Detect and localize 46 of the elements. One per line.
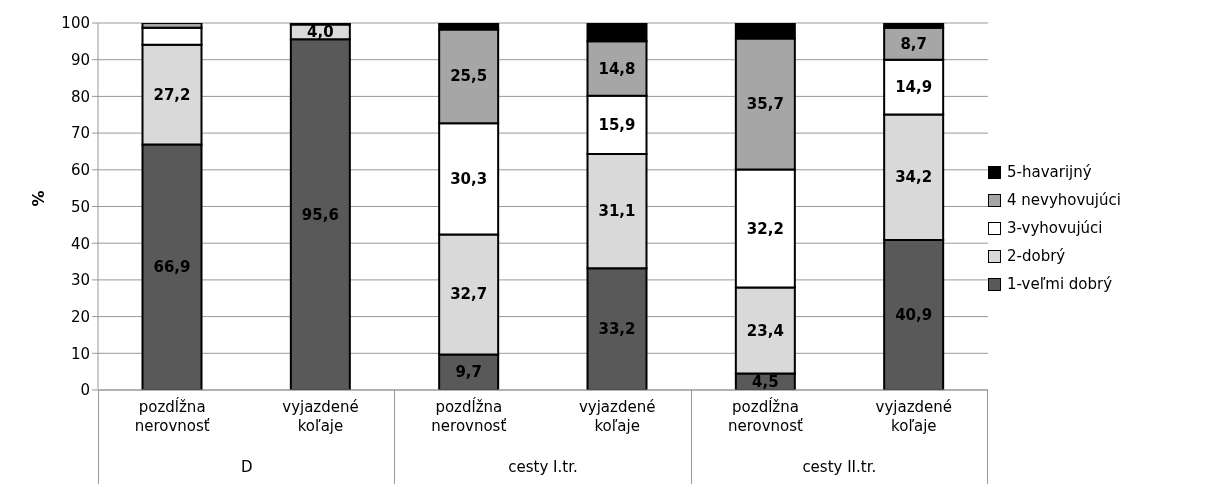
data-label: 32,2 <box>746 219 784 238</box>
y-axis-title: % <box>28 190 48 207</box>
y-tick-label: 40 <box>70 234 90 253</box>
data-label: 31,1 <box>598 202 636 221</box>
data-label: 30,3 <box>450 169 488 188</box>
data-label: 4,0 <box>307 22 334 41</box>
legend-label: 5-havarijný <box>1007 163 1092 181</box>
data-label: 8,7 <box>900 34 927 53</box>
y-tick-label: 100 <box>61 14 90 33</box>
y-tick-label: 0 <box>80 381 90 400</box>
text: cesty I.tr. <box>508 458 578 476</box>
x-tick-label: pozdĺžna nerovnosť <box>431 397 507 435</box>
x-tick-label: vyjazdené koľaje <box>282 398 359 435</box>
x-tick-label: vyjazdené koľaje <box>578 398 656 435</box>
y-tick-label: 60 <box>70 161 90 180</box>
data-label: 14,9 <box>895 78 933 97</box>
x-tick-label: vyjazdené koľaje <box>875 398 953 435</box>
y-tick-label: 50 <box>70 197 90 216</box>
y-tick-label: 20 <box>70 307 90 326</box>
data-label: 32,7 <box>450 285 488 304</box>
data-label: 23,4 <box>746 321 784 340</box>
y-tick-label: 10 <box>70 344 90 363</box>
data-label: 33,2 <box>598 320 636 339</box>
legend-label: 1-veľmi dobrý <box>1007 275 1113 293</box>
data-label: 9,7 <box>455 363 482 382</box>
data-label: 34,2 <box>895 168 933 187</box>
data-label: 15,9 <box>598 115 636 134</box>
data-label: 4,5 <box>752 372 779 391</box>
legend-label: 2-dobrý <box>1007 247 1066 265</box>
x-tick-label: pozdĺžna nerovnosť <box>727 397 804 435</box>
data-label: 95,6 <box>301 205 339 224</box>
text: D <box>240 458 253 476</box>
y-tick-label: 70 <box>70 124 90 143</box>
data-label: 14,8 <box>598 59 636 78</box>
y-tick-label: 80 <box>70 87 90 106</box>
y-tick-label: 90 <box>70 51 90 70</box>
data-label: 66,9 <box>153 258 191 277</box>
text: cesty II.tr. <box>802 458 877 476</box>
legend-label: 4 nevyhovujúci <box>1007 191 1121 209</box>
legend-label: 3-vyhovujúci <box>1007 219 1103 237</box>
data-label: 40,9 <box>895 305 933 324</box>
data-label: 27,2 <box>153 85 191 104</box>
data-label: 35,7 <box>746 94 784 113</box>
x-tick-label: pozdĺžna nerovnosť <box>134 397 210 435</box>
y-tick-label: 30 <box>70 271 90 290</box>
data-label: 25,5 <box>450 67 488 86</box>
